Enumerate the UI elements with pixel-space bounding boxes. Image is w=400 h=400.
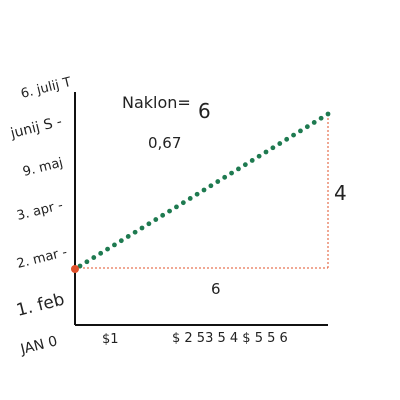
run-label: 6 (211, 280, 221, 298)
slope-dot (242, 162, 248, 168)
origin-point (71, 265, 79, 273)
slope-dot (187, 196, 193, 201)
slope-dot (277, 141, 283, 146)
slope-dot (194, 191, 200, 197)
slope-dot (304, 124, 310, 130)
rise-label: 4 (334, 181, 347, 205)
x-label: $1 (102, 332, 119, 347)
slope-dot (298, 128, 303, 134)
slope-dot (146, 221, 152, 227)
slope-dot (270, 145, 276, 151)
slope-dot (291, 132, 296, 138)
slope-dot (112, 242, 117, 248)
slope-value: 0,67 (148, 134, 181, 152)
slope-dot (263, 149, 269, 155)
slope-dot (215, 179, 221, 184)
slope-dot (132, 229, 138, 235)
slope-dot (201, 187, 207, 193)
title: Naklon= (122, 93, 191, 112)
slope-dot (139, 225, 145, 231)
slope-dot (249, 158, 255, 163)
slope-dot (174, 204, 179, 210)
slope-dot (167, 208, 172, 214)
slope-dot (208, 183, 214, 189)
slope-dot (118, 238, 124, 244)
slope-dot (91, 255, 97, 260)
slope-dots (77, 111, 331, 269)
slope-dot (153, 217, 159, 222)
slope-dot (311, 120, 317, 125)
slope-dot (256, 153, 262, 159)
title-value: 6 (198, 99, 211, 123)
slope-dot (77, 263, 83, 269)
slope-dot (160, 212, 166, 218)
slope-dot (125, 234, 131, 239)
slope-dot (325, 111, 331, 117)
slope-dot (180, 200, 186, 206)
slope-dot (105, 246, 110, 252)
slope-dot (84, 259, 90, 265)
x-label: $ 2 53 5 4 $ 5 5 6 (172, 331, 288, 346)
slope-dot (284, 136, 290, 142)
slope-dot (236, 166, 241, 172)
slope-dot (318, 115, 324, 121)
slope-dot (229, 170, 234, 176)
slope-dot (98, 250, 104, 256)
slope-dot (222, 174, 228, 180)
